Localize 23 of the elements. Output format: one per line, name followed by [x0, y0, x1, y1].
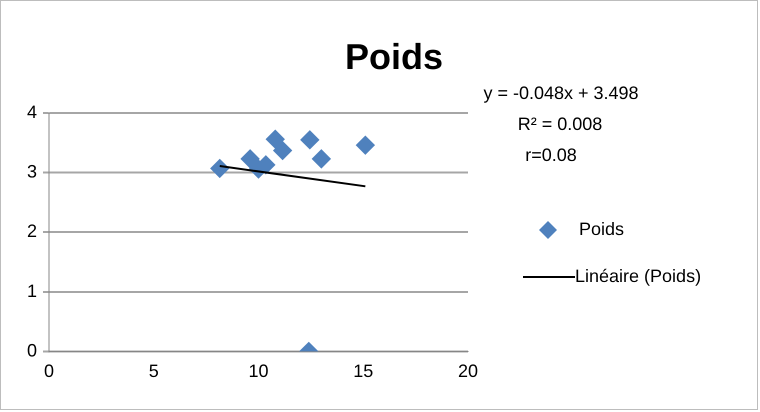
text: y = -0.048x + 3.498 — [483, 82, 639, 103]
text: r=0.08 — [525, 144, 577, 165]
y-tick-label: 1 — [26, 280, 38, 301]
point — [312, 149, 331, 168]
point — [356, 136, 375, 155]
point — [273, 141, 292, 160]
point — [300, 130, 320, 150]
point — [210, 158, 230, 178]
x-tick-label: 5 — [148, 361, 159, 382]
y-tick-label: 3 — [26, 162, 38, 182]
point — [266, 130, 285, 149]
chart-title: Poids — [344, 36, 444, 77]
point — [240, 149, 260, 168]
x-tick-label: 0 — [44, 361, 54, 382]
x-tick-label: 20 — [458, 361, 478, 382]
y-tick-label: 4 — [26, 102, 38, 122]
text: R² = 0.008 — [518, 114, 602, 134]
x-tick-label: 10 — [248, 361, 269, 382]
x-tick-label: 15 — [353, 361, 374, 382]
y-tick-label: 0 — [26, 340, 38, 360]
legend-label: Linéaire (Poids) — [575, 266, 702, 286]
legend-label: Poids — [579, 218, 624, 239]
y-tick-label: 2 — [26, 221, 38, 242]
